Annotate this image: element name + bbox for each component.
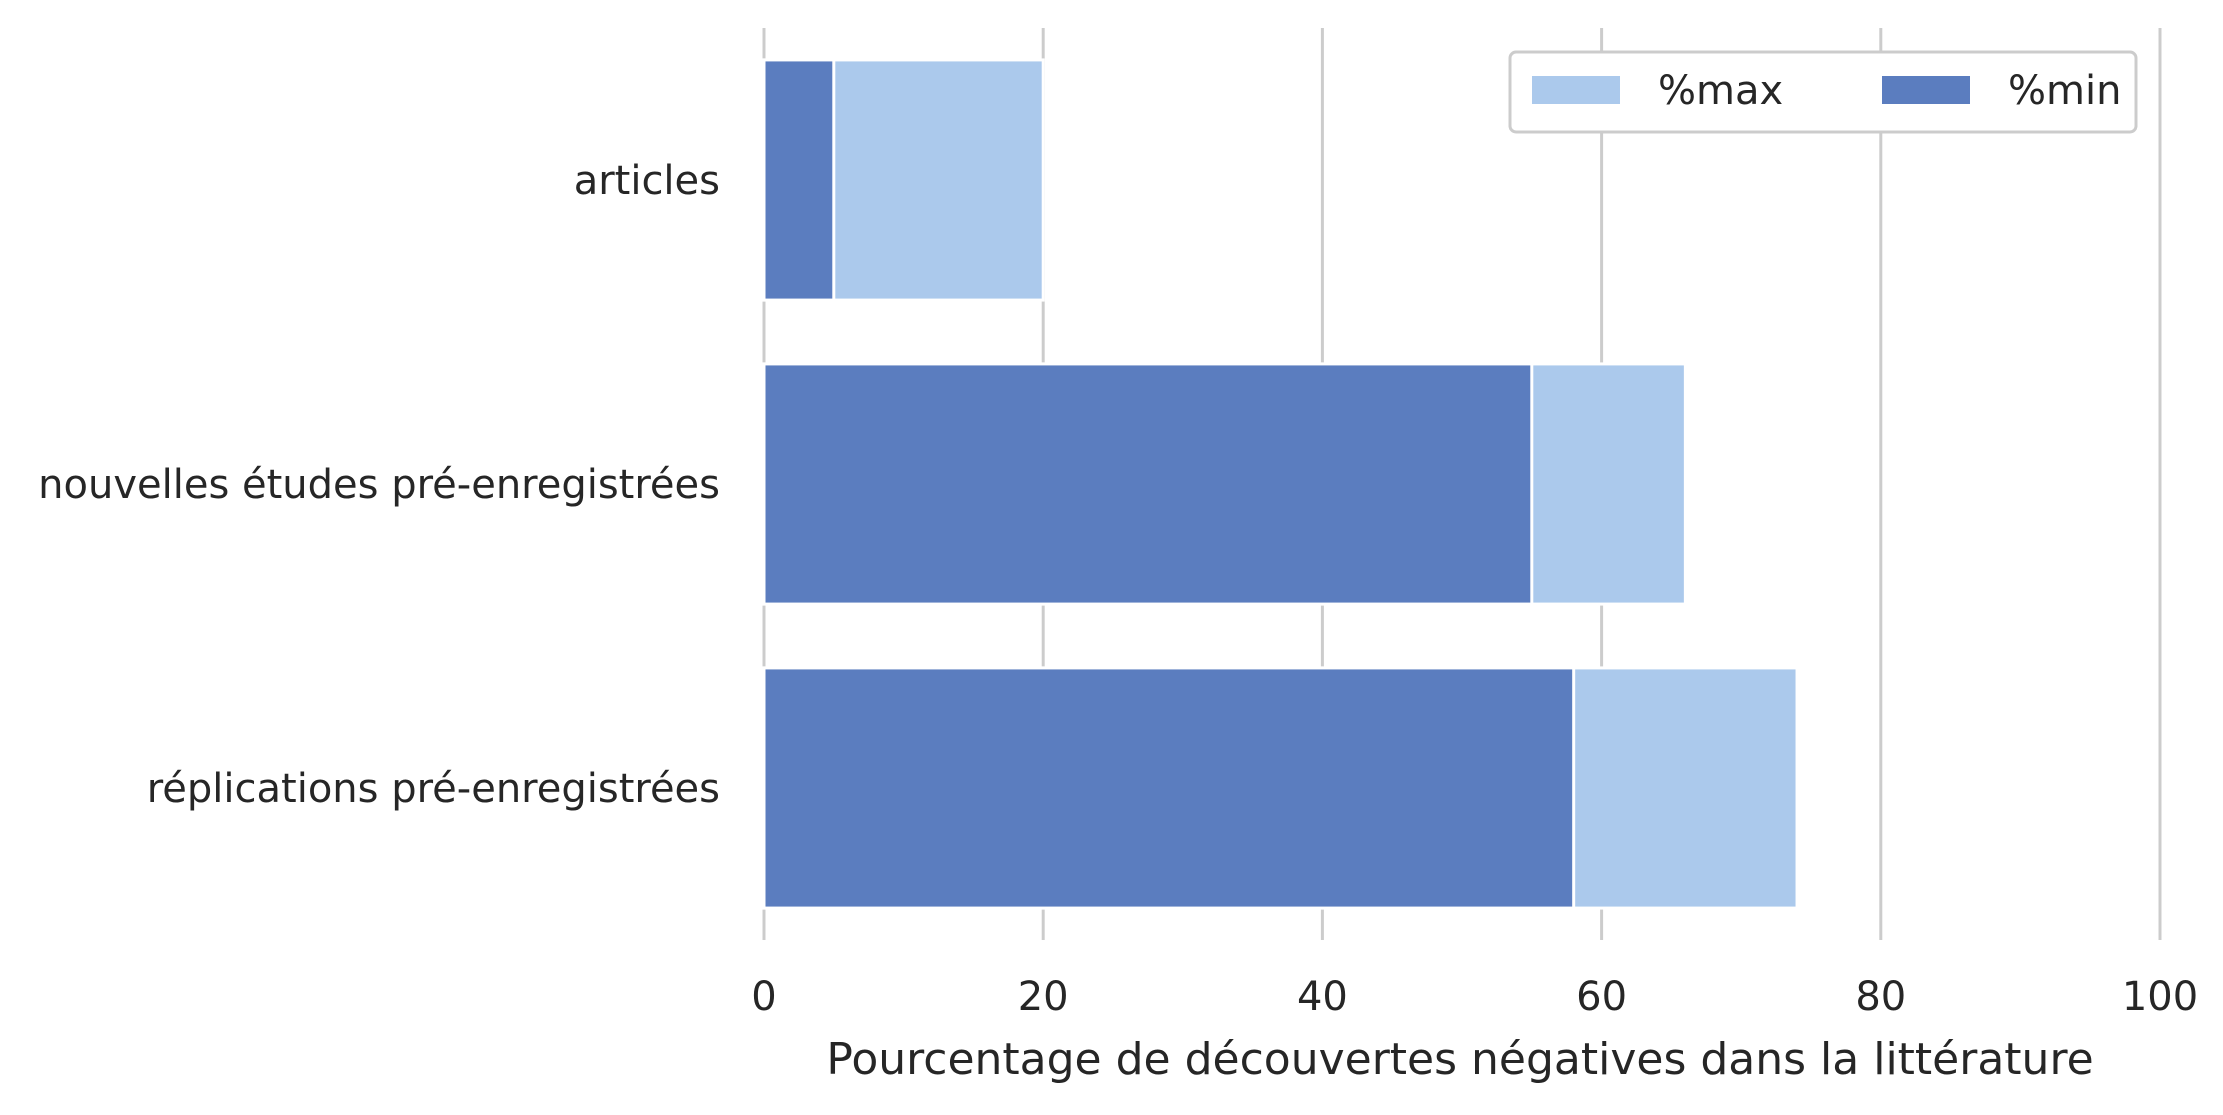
x-tick-label-80: 80 [1855,974,1906,1020]
x-tick-label-20: 20 [1018,974,1069,1020]
legend-swatch-min [1882,76,1970,104]
legend: %max %min [1508,50,2138,134]
x-axis-label: Pourcentage de découvertes négatives dan… [826,1034,2093,1085]
x-tick-label-40: 40 [1297,974,1348,1020]
y-tick-labels: articles nouvelles études pré-enregistrée… [38,158,720,812]
legend-frame [1508,50,2138,134]
legend-label-max: %max [1658,68,1783,114]
x-tick-label-100: 100 [2122,974,2198,1020]
legend-label-min: %min [2008,68,2121,114]
bar-min-1 [762,362,1534,606]
bar-min-0 [762,58,836,302]
y-tick-label-1: nouvelles études pré-enregistrées [38,462,720,508]
y-tick-label-2: réplications pré-enregistrées [147,766,720,812]
x-tick-label-0: 0 [751,974,776,1020]
x-tick-labels: 0 20 40 60 80 100 [751,974,2198,1020]
bar-min-2 [762,666,1576,910]
bars [762,58,1799,910]
y-tick-label-0: articles [574,158,720,204]
x-tick-label-60: 60 [1576,974,1627,1020]
legend-swatch-max [1532,76,1620,104]
